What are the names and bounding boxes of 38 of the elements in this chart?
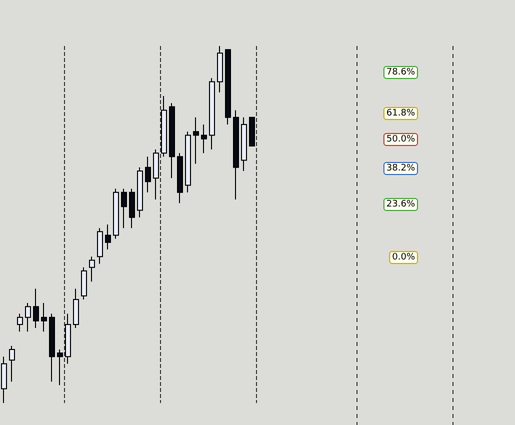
candlestick (209, 78, 215, 150)
candlestick (121, 188, 127, 229)
candlestick (249, 116, 255, 146)
candlestick (49, 313, 55, 382)
candlestick (33, 288, 39, 329)
candlestick (41, 302, 47, 332)
candlestick (233, 110, 239, 200)
candlestick (177, 152, 183, 204)
candlestick (169, 102, 175, 179)
candlestick (65, 313, 71, 364)
candlestick (105, 224, 111, 250)
text: 78.6% (386, 68, 416, 78)
candlestick (145, 156, 151, 193)
candlestick (57, 348, 63, 386)
text: 0.0% (392, 252, 416, 262)
candlestick (153, 149, 159, 200)
candlestick (137, 166, 143, 218)
candlestick (193, 116, 199, 164)
candlestick (25, 302, 31, 332)
candlestick (97, 228, 103, 264)
candlestick (241, 116, 247, 172)
candlestick (17, 313, 23, 332)
candlestick (89, 256, 95, 282)
candlestick (1, 356, 7, 404)
candlestick (185, 131, 191, 193)
candlestick (201, 124, 207, 154)
candlestick (225, 49, 231, 126)
text: 23.6% (386, 200, 416, 210)
candlestick (113, 188, 119, 240)
text: 61.8% (386, 108, 416, 118)
text: 50.0% (386, 134, 416, 144)
text: 38.2% (386, 164, 416, 174)
candlestick (81, 266, 87, 300)
candlestick (161, 95, 167, 158)
candlestick (217, 46, 223, 93)
candlestick (129, 188, 135, 229)
candlestick (9, 345, 15, 382)
candlestick (73, 288, 79, 329)
